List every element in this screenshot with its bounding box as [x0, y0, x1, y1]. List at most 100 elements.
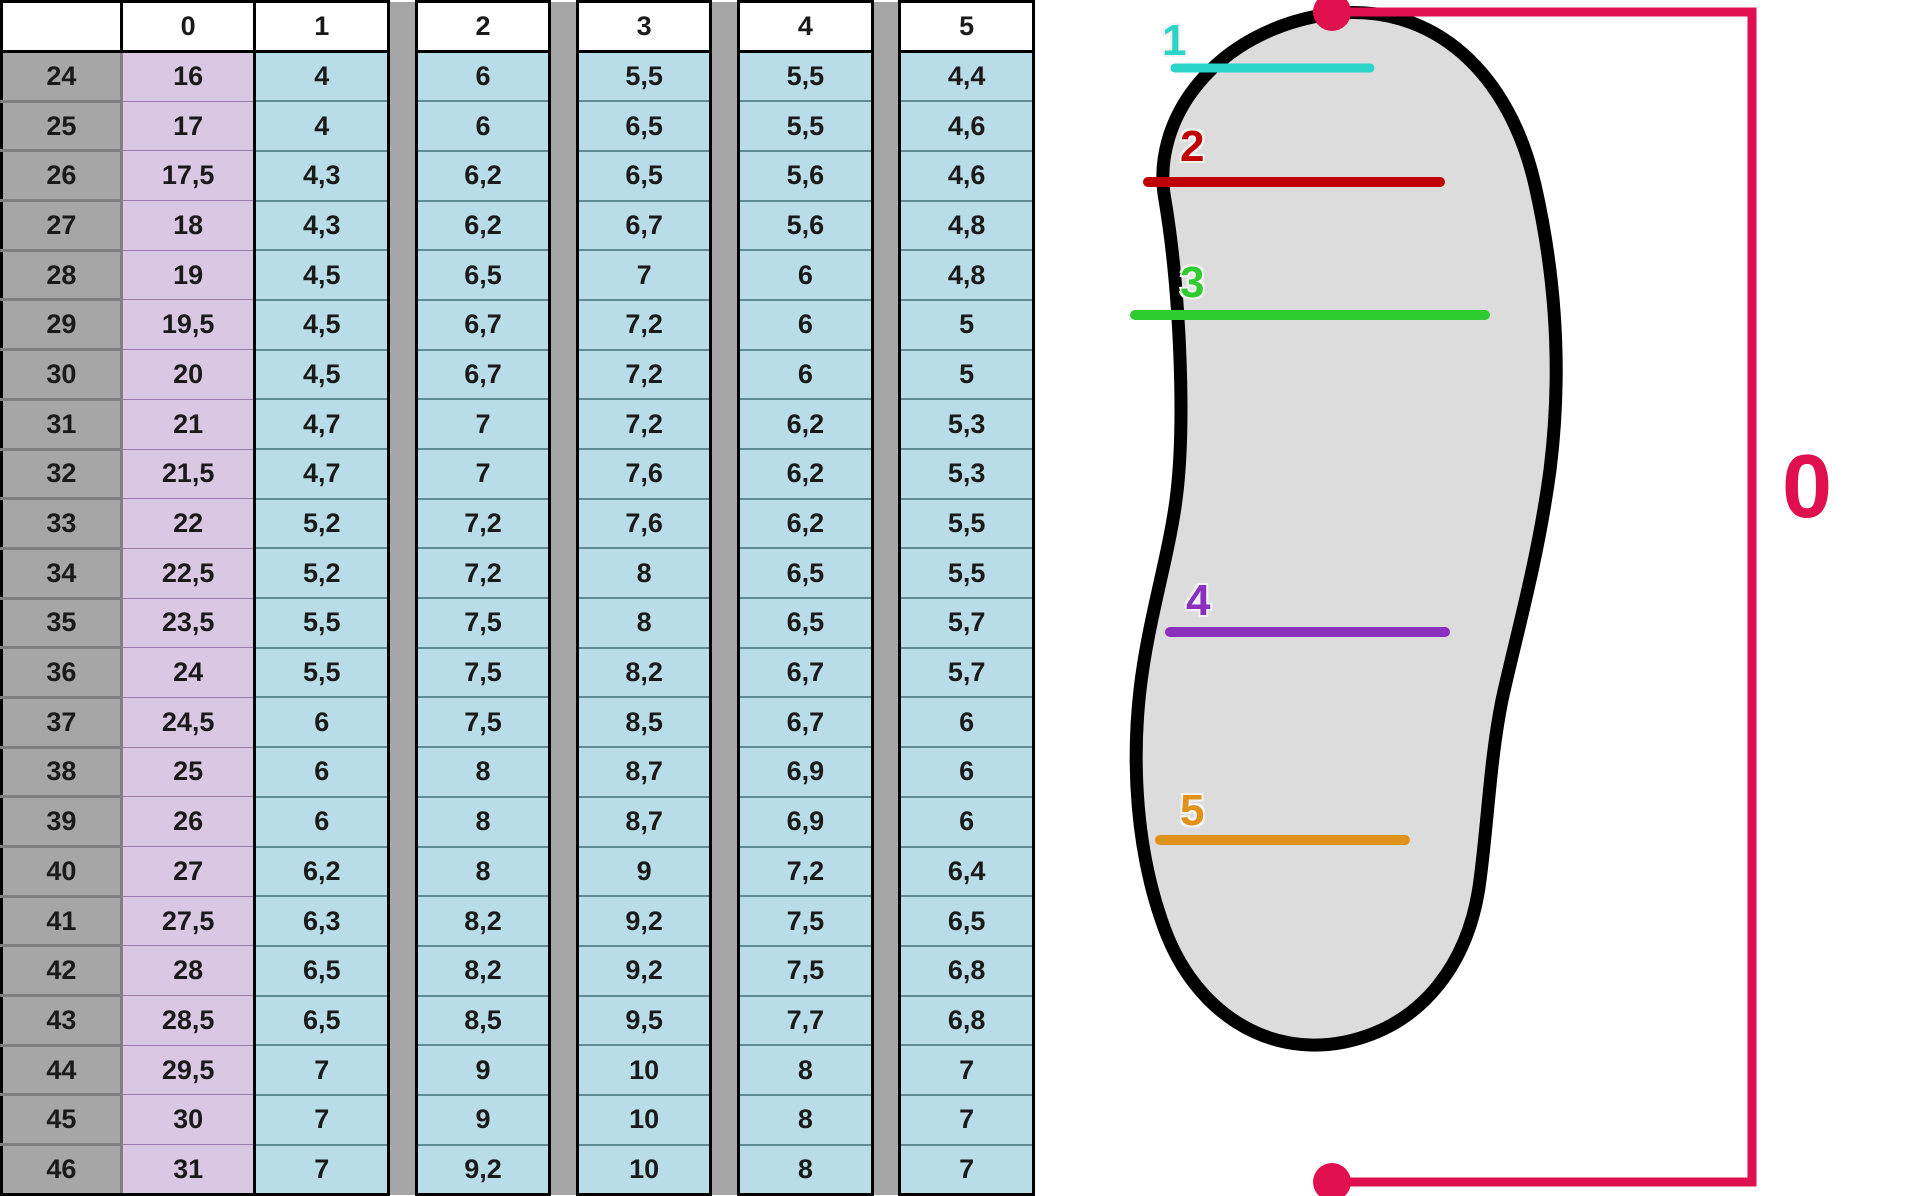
- column-separator: [870, 945, 902, 996]
- cell-length-cm: 26: [119, 796, 257, 847]
- cell-width-5: 5,3: [898, 448, 1035, 500]
- header-col-0: 0: [119, 0, 257, 53]
- column-separator: [548, 498, 579, 549]
- cell-length-cm: 21: [119, 398, 257, 450]
- column-separator: [709, 349, 741, 400]
- column-separator: [387, 299, 418, 350]
- cell-width-1: 4,5: [253, 298, 391, 351]
- shoe-size-table: 0 1 2 3 4 5 24 16 4 6 5,5 5,5 4,4 25 17 4 6 6,5 5,5 4…: [0, 0, 1035, 1196]
- length-endpoint-bottom-dot: [1313, 1163, 1351, 1196]
- sole-diagram-panel: 1 2 3 4 5 0: [1040, 0, 1920, 1196]
- cell-width-5: 4,8: [898, 249, 1035, 301]
- column-separator: [709, 995, 741, 1046]
- cell-width-1: 6,3: [253, 895, 391, 947]
- header-col-5: 5: [898, 0, 1035, 53]
- sole-diagram-svg: [1129, 0, 1757, 1196]
- cell-length-cm: 19: [119, 249, 257, 301]
- column-separator: [548, 349, 579, 400]
- table-row: 38 25 6 8 8,7 6,9 6: [0, 745, 1035, 799]
- column-separator: [548, 1144, 579, 1195]
- row-size-label: 38: [0, 745, 123, 799]
- cell-width-2: 6,2: [414, 149, 552, 202]
- cell-width-3: 7,6: [575, 497, 713, 550]
- cell-width-3: 7,2: [575, 398, 713, 450]
- column-separator: [387, 598, 418, 648]
- cell-width-3: 8: [575, 597, 713, 649]
- column-separator: [548, 101, 579, 151]
- column-separator: [709, 150, 741, 201]
- cell-length-cm: 17,5: [119, 150, 257, 202]
- column-separator: [387, 449, 418, 499]
- cell-width-1: 7: [253, 1143, 391, 1196]
- column-separator: [709, 697, 741, 748]
- cell-width-4: 6,5: [737, 597, 874, 649]
- column-separator: [709, 449, 741, 499]
- cell-width-5: 7: [898, 1143, 1035, 1196]
- cell-width-2: 7,2: [414, 497, 552, 550]
- header-col-2: 2: [414, 0, 552, 53]
- cell-width-3: 8: [575, 547, 713, 600]
- column-separator: [387, 697, 418, 748]
- cell-width-4: 6,9: [737, 795, 874, 848]
- column-separator: [548, 896, 579, 946]
- column-separator: [387, 647, 418, 698]
- cell-width-4: 6,7: [737, 696, 874, 749]
- table-row: 28 19 4,5 6,5 7 6 4,8: [0, 248, 1035, 302]
- header-gap-1: [387, 1, 418, 52]
- cell-length-cm: 20: [119, 349, 257, 400]
- cell-length-cm: 28,5: [119, 995, 257, 1046]
- cell-width-1: 7: [253, 1093, 391, 1146]
- column-separator: [387, 548, 418, 599]
- column-separator: [709, 1045, 741, 1095]
- cell-width-2: 7,2: [414, 547, 552, 600]
- table-row: 29 19,5 4,5 6,7 7,2 6 5: [0, 298, 1035, 352]
- cell-width-2: 7,5: [414, 646, 552, 699]
- cell-width-4: 6,5: [737, 547, 874, 600]
- column-separator: [870, 598, 902, 648]
- cell-width-5: 6: [898, 795, 1035, 848]
- total-length-label-0: 0: [1782, 437, 1833, 537]
- cell-width-2: 6,5: [414, 249, 552, 301]
- cell-width-4: 7,2: [737, 845, 874, 898]
- row-size-label: 39: [0, 795, 123, 848]
- cell-width-1: 5,5: [253, 597, 391, 649]
- column-separator: [548, 647, 579, 698]
- cell-width-1: 6,2: [253, 845, 391, 898]
- column-separator: [387, 51, 418, 102]
- cell-width-5: 4,6: [898, 149, 1035, 202]
- column-separator: [709, 647, 741, 698]
- cell-width-4: 5,6: [737, 199, 874, 252]
- column-separator: [387, 747, 418, 797]
- column-separator: [870, 399, 902, 449]
- column-separator: [709, 1144, 741, 1195]
- column-separator: [870, 1045, 902, 1095]
- cell-width-1: 4,7: [253, 448, 391, 500]
- cell-width-4: 8: [737, 1093, 874, 1146]
- shoe-size-table-panel: 0 1 2 3 4 5 24 16 4 6 5,5 5,5 4,4 25 17 4 6 6,5 5,5 4…: [0, 0, 1035, 1196]
- cell-length-cm: 24,5: [119, 696, 257, 748]
- cell-length-cm: 22,5: [119, 547, 257, 599]
- cell-width-4: 7,5: [737, 944, 874, 997]
- row-size-label: 32: [0, 447, 123, 501]
- table-row: 45 30 7 9 10 8 7: [0, 1093, 1035, 1147]
- row-size-label: 28: [0, 248, 123, 302]
- cell-width-1: 7: [253, 1044, 391, 1096]
- row-size-label: 24: [0, 50, 123, 103]
- cell-width-1: 4,3: [253, 149, 391, 202]
- cell-width-1: 6: [253, 795, 391, 848]
- cell-width-1: 4,5: [253, 249, 391, 301]
- cell-width-2: 6: [414, 50, 552, 103]
- column-separator: [548, 150, 579, 201]
- cell-width-2: 7: [414, 448, 552, 500]
- cell-length-cm: 28: [119, 945, 257, 997]
- column-separator: [870, 697, 902, 748]
- cell-width-4: 6: [737, 348, 874, 401]
- cell-width-4: 6: [737, 249, 874, 301]
- cell-width-4: 8: [737, 1044, 874, 1096]
- cell-width-3: 10: [575, 1143, 713, 1196]
- cell-width-3: 5,5: [575, 50, 713, 103]
- sole-outline-path: [1129, 6, 1563, 1052]
- cell-width-2: 6: [414, 100, 552, 152]
- cell-width-5: 5: [898, 348, 1035, 401]
- cell-width-5: 5: [898, 298, 1035, 351]
